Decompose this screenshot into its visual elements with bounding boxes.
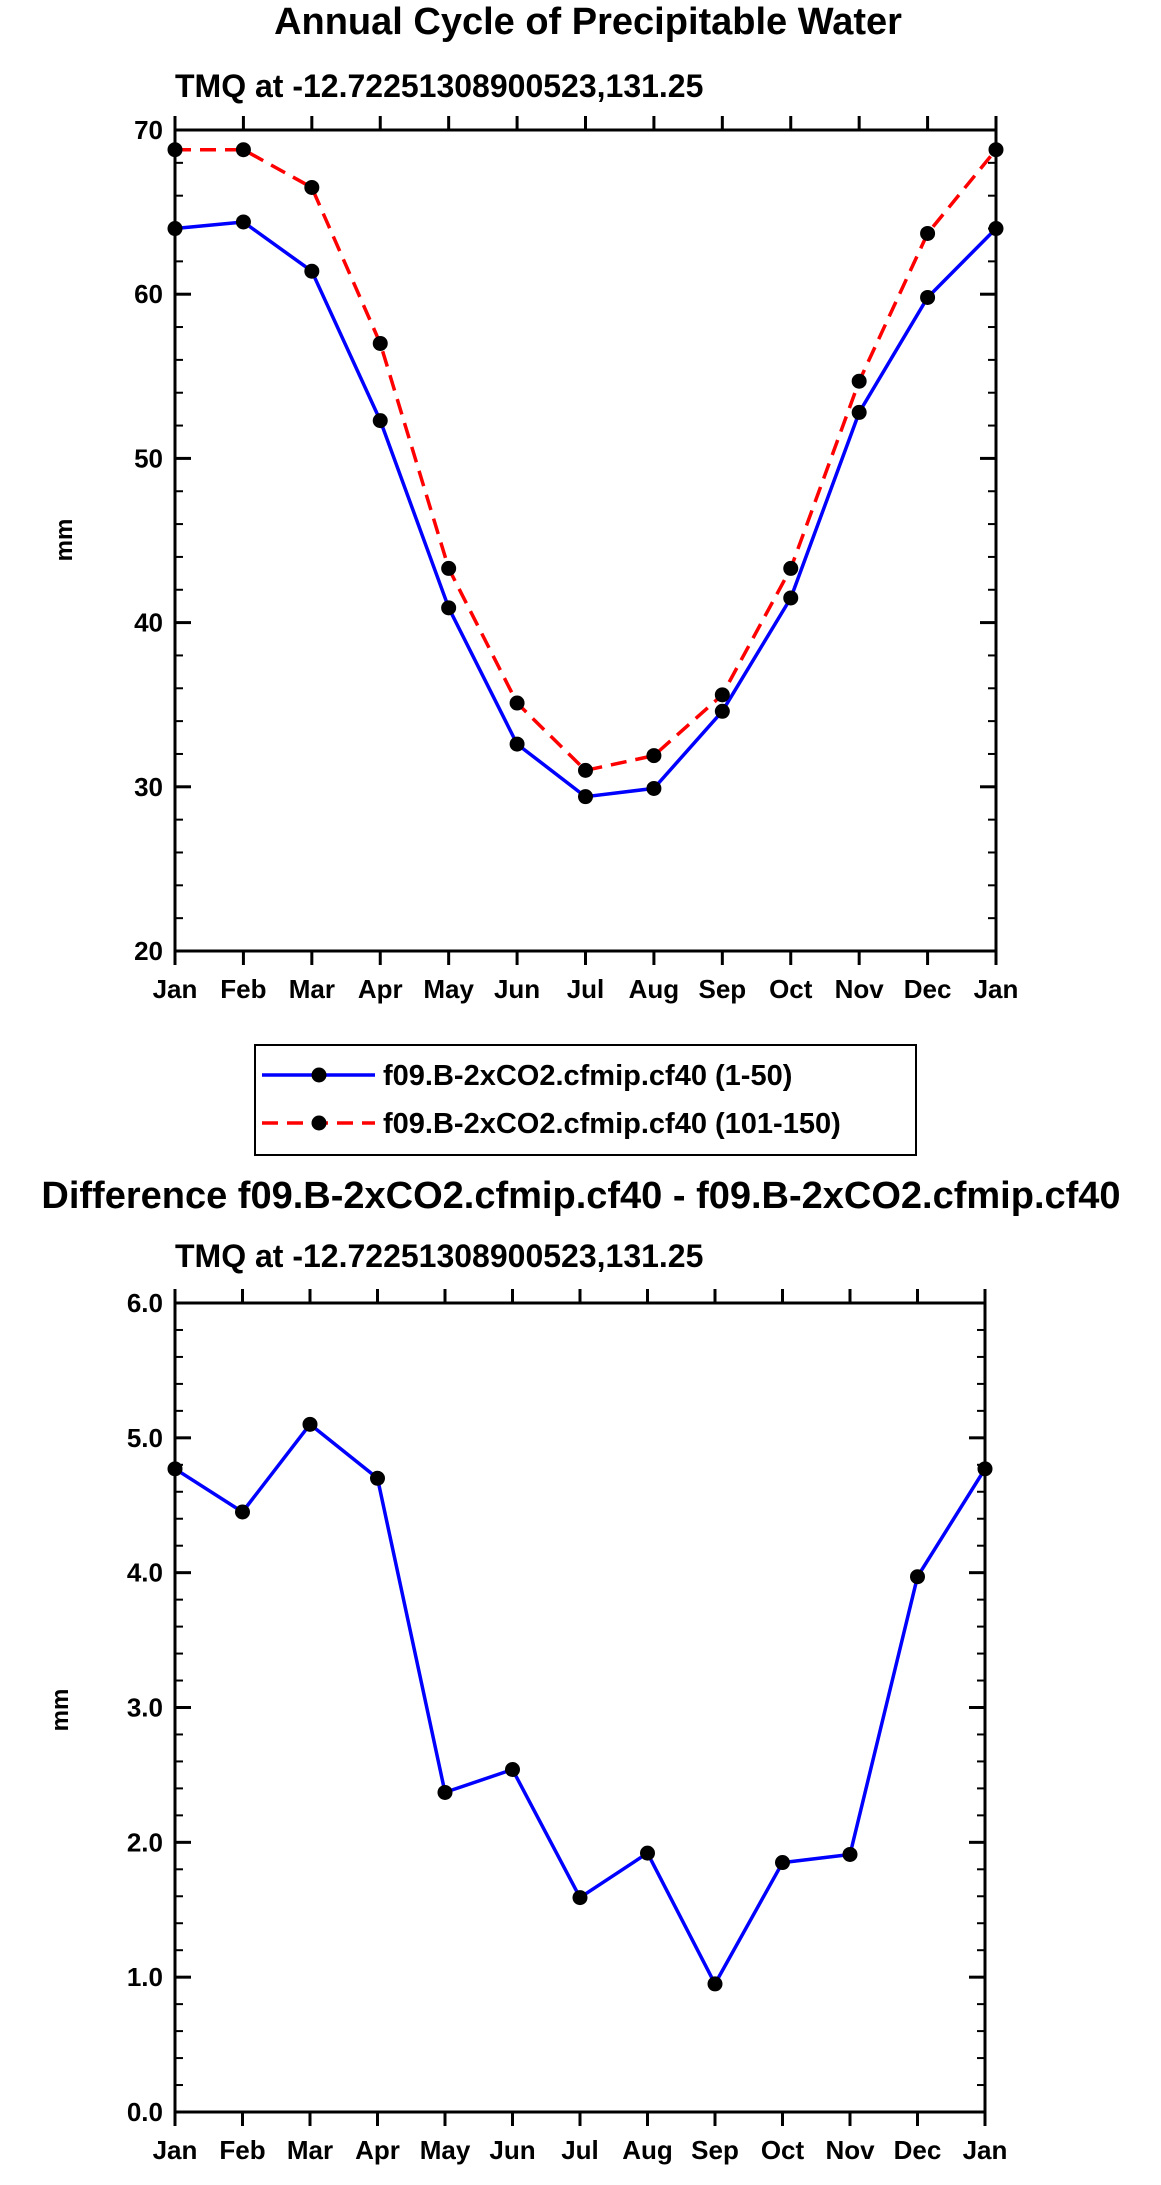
x-tick-label: Dec [894, 2135, 942, 2165]
x-tick-label: Jul [567, 974, 605, 1004]
data-point-series-1 [509, 736, 525, 752]
data-point-series-1 [578, 789, 593, 805]
data-point-series-1 [842, 1846, 858, 1862]
y-tick-label: 40 [134, 608, 163, 638]
data-point-series-1 [572, 1890, 588, 1906]
data-point-series-1 [646, 780, 662, 796]
x-tick-label: Apr [358, 974, 403, 1004]
x-tick-label: Nov [825, 2135, 875, 2165]
data-point-series-1 [302, 1416, 318, 1432]
chart2-subtitle: TMQ at -12.72251308900523,131.25 [175, 1238, 703, 1274]
y-tick-label: 50 [134, 443, 163, 473]
legend-marker-series-1 [311, 1067, 327, 1083]
x-tick-label: Feb [220, 974, 266, 1004]
data-point-series-1 [441, 600, 457, 616]
data-point-series-2 [372, 335, 388, 351]
data-point-series-1 [851, 404, 867, 420]
difference-chart: Difference f09.B-2xCO2.cfmip.cf40 - f09.… [41, 1175, 1120, 2165]
data-point-series-2 [235, 142, 251, 158]
y-tick-label: 60 [134, 279, 163, 309]
x-tick-label: Jan [963, 2135, 1008, 2165]
chart2-x-tick-labels: Jan Feb Mar Apr May Jun Jul Aug Sep Oct Nov Dec Jan [153, 2135, 1008, 2165]
legend-marker-series-2 [311, 1115, 327, 1131]
data-point-series-2 [851, 373, 867, 389]
y-tick-label: 0.0 [127, 2097, 163, 2127]
x-tick-label: May [420, 2135, 471, 2165]
data-point-series-1 [920, 289, 936, 305]
data-point-series-2 [646, 748, 662, 764]
series-line-2 [175, 147, 998, 773]
x-tick-label: Nov [835, 974, 885, 1004]
chart1-series [167, 142, 1004, 805]
data-point-series-2 [509, 695, 525, 711]
x-tick-label: Mar [287, 2135, 333, 2165]
legend-label-series-2: f09.B-2xCO2.cfmip.cf40 (101-150) [383, 1108, 841, 1140]
data-point-series-1 [235, 214, 251, 230]
x-tick-label: Jan [153, 974, 198, 1004]
data-point-series-2 [441, 560, 457, 576]
x-tick-label: Feb [219, 2135, 265, 2165]
x-tick-label: Oct [761, 2135, 805, 2165]
chart2-tick-marks [173, 1289, 987, 2126]
chart2-y-axis-label: mm [47, 1689, 74, 1732]
data-point-series-2 [783, 560, 799, 576]
chart1-x-tick-labels: Jan Feb Mar Apr May Jun Jul Aug Sep Oct Nov Dec Jan [153, 974, 1019, 1004]
chart1-y-tick-labels: 20 30 40 50 60 70 [134, 115, 163, 966]
chart2-series [167, 1416, 993, 1992]
chart1-plot-frame [173, 128, 998, 953]
y-tick-label: 4.0 [127, 1558, 163, 1588]
data-point-series-1 [372, 413, 388, 429]
x-tick-label: Dec [904, 974, 952, 1004]
y-tick-label: 20 [134, 936, 163, 966]
chart1-subtitle: TMQ at -12.72251308900523,131.25 [175, 68, 703, 104]
data-point-series-1 [370, 1470, 385, 1486]
legend-box [254, 1044, 917, 1156]
legend-label-series-1: f09.B-2xCO2.cfmip.cf40 (1-50) [383, 1060, 792, 1092]
x-tick-label: Mar [289, 974, 335, 1004]
data-point-series-1 [304, 263, 320, 279]
chart1-legend: f09.B-2xCO2.cfmip.cf40 (1-50) f09.B-2xCO… [254, 1044, 917, 1156]
data-point-series-2 [920, 225, 936, 241]
x-tick-label: Aug [629, 974, 680, 1004]
y-tick-label: 3.0 [127, 1693, 163, 1723]
data-point-series-1 [714, 703, 730, 719]
data-point-series-1 [910, 1569, 925, 1585]
x-tick-label: Jul [561, 2135, 599, 2165]
chart2-plot-frame [173, 1301, 987, 2114]
data-point-series-1 [505, 1762, 520, 1778]
data-point-series-1 [707, 1976, 723, 1992]
data-point-series-2 [714, 687, 730, 703]
data-point-series-2 [304, 179, 320, 195]
x-tick-label: May [423, 974, 474, 1004]
y-tick-label: 70 [134, 115, 163, 145]
x-tick-label: Apr [355, 2135, 400, 2165]
data-point-series-1 [640, 1845, 655, 1861]
x-tick-label: Aug [622, 2135, 673, 2165]
chart1-y-axis-label: mm [51, 519, 78, 562]
chart2-y-tick-labels: 0.0 1.0 2.0 3.0 4.0 5.0 6.0 [127, 1288, 163, 2127]
x-tick-label: Jan [153, 2135, 198, 2165]
data-point-series-1 [437, 1784, 453, 1800]
data-point-series-2 [578, 762, 593, 778]
data-point-series-1 [235, 1504, 250, 1520]
x-tick-label: Oct [769, 974, 813, 1004]
chart1-tick-marks [173, 116, 998, 965]
data-point-series-1 [783, 590, 799, 606]
chart2-title: Difference f09.B-2xCO2.cfmip.cf40 - f09.… [41, 1175, 1120, 1217]
y-tick-label: 2.0 [127, 1827, 163, 1857]
data-point-series-1 [775, 1855, 790, 1871]
y-tick-label: 6.0 [127, 1288, 163, 1318]
x-tick-label: Jan [974, 974, 1019, 1004]
y-tick-label: 30 [134, 772, 163, 802]
x-tick-label: Jun [489, 2135, 535, 2165]
chart1-title: Annual Cycle of Precipitable Water [274, 1, 902, 43]
annual-cycle-chart: Annual Cycle of Precipitable Water TMQ a… [51, 1, 1019, 1156]
x-tick-label: Sep [691, 2135, 739, 2165]
x-tick-label: Jun [494, 974, 540, 1004]
x-tick-label: Sep [698, 974, 746, 1004]
y-tick-label: 5.0 [127, 1423, 163, 1453]
y-tick-label: 1.0 [127, 1962, 163, 1992]
series-line-1 [174, 220, 998, 799]
